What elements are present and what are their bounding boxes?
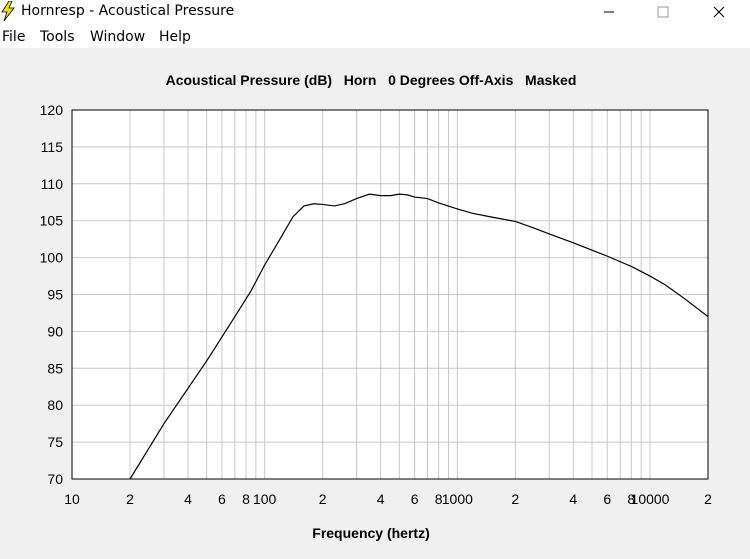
close-button[interactable] [696,0,742,24]
y-axis-ticks: 120 115 110 105 100 95 90 85 80 75 70 [40,102,64,487]
x-tick-label: 1000 [442,491,473,507]
y-tick-label: 95 [47,287,63,303]
y-tick-label: 115 [41,139,64,155]
y-tick-label: 105 [40,213,64,229]
x-tick-label: 4 [377,491,385,507]
maximize-button[interactable] [640,0,686,24]
y-tick-label: 120 [40,102,64,118]
menu-bar: File Tools Window Help [0,26,750,48]
minimize-button[interactable] [586,0,632,24]
x-tick-label: 8 [242,491,250,507]
spl-curve [129,193,709,480]
y-tick-label: 80 [47,397,63,413]
x-tick-label: 6 [603,491,611,507]
close-icon [713,6,725,18]
x-axis-label: Frequency (hertz) [312,525,429,541]
x-tick-label: 6 [411,491,419,507]
y-tick-label: 85 [47,360,63,376]
lightning-bolt-icon [1,1,15,21]
x-tick-label: 2 [704,491,712,507]
x-tick-label: 8 [435,491,443,507]
y-tick-label: 110 [41,176,64,192]
x-tick-label: 2 [511,491,519,507]
y-tick-label: 70 [47,471,63,487]
menu-tools[interactable]: Tools [40,29,75,45]
maximize-icon [657,6,669,18]
menu-window[interactable]: Window [90,29,146,45]
menu-help[interactable]: Help [159,29,191,45]
window-title: Hornresp - Acoustical Pressure [21,3,235,19]
x-tick-label: 10000 [631,491,670,507]
x-tick-label: 2 [319,491,327,507]
x-tick-label: 2 [126,491,134,507]
y-tick-label: 100 [40,250,64,266]
y-tick-label: 90 [47,323,63,339]
y-tick-label: 75 [47,434,63,450]
title-bar: Hornresp - Acoustical Pressure [0,0,750,24]
x-tick-label: 4 [184,491,192,507]
x-tick-label: 10 [64,491,80,507]
x-tick-label: 4 [569,491,577,507]
chart-title: Acoustical Pressure (dB) Horn 0 Degrees … [166,72,577,88]
x-tick-label: 100 [253,491,277,507]
x-tick-label: 6 [218,491,226,507]
menu-file[interactable]: File [2,29,26,45]
plot-frame [71,109,709,480]
x-tick-label: 8 [627,491,635,507]
minimize-icon [604,11,614,13]
grid-lines [72,110,708,479]
